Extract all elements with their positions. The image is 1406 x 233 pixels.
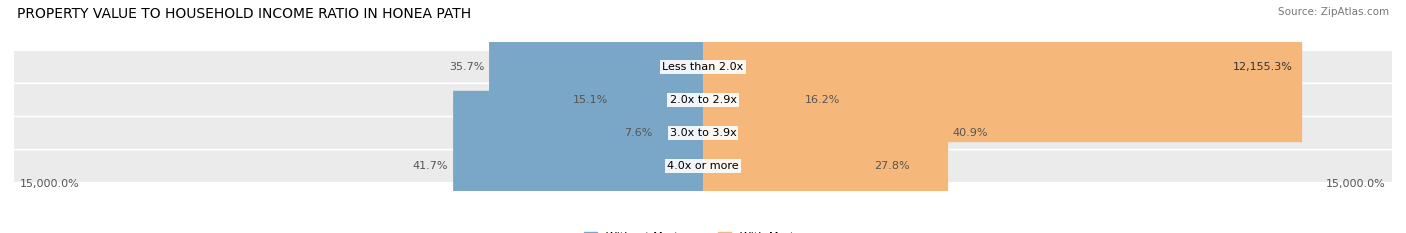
- Text: 4.0x or more: 4.0x or more: [668, 161, 738, 171]
- FancyBboxPatch shape: [703, 91, 870, 233]
- Text: 35.7%: 35.7%: [449, 62, 484, 72]
- FancyBboxPatch shape: [658, 58, 703, 209]
- Text: 15,000.0%: 15,000.0%: [20, 179, 80, 189]
- Legend: Without Mortgage, With Mortgage: Without Mortgage, With Mortgage: [583, 232, 823, 233]
- FancyBboxPatch shape: [14, 84, 1392, 116]
- Text: 27.8%: 27.8%: [875, 161, 910, 171]
- FancyBboxPatch shape: [453, 91, 703, 233]
- FancyBboxPatch shape: [14, 51, 1392, 82]
- Text: PROPERTY VALUE TO HOUSEHOLD INCOME RATIO IN HONEA PATH: PROPERTY VALUE TO HOUSEHOLD INCOME RATIO…: [17, 7, 471, 21]
- FancyBboxPatch shape: [703, 24, 800, 175]
- Text: 2.0x to 2.9x: 2.0x to 2.9x: [669, 95, 737, 105]
- FancyBboxPatch shape: [703, 0, 1302, 142]
- Text: 16.2%: 16.2%: [804, 95, 841, 105]
- FancyBboxPatch shape: [703, 58, 948, 209]
- Text: Less than 2.0x: Less than 2.0x: [662, 62, 744, 72]
- Text: Source: ZipAtlas.com: Source: ZipAtlas.com: [1278, 7, 1389, 17]
- FancyBboxPatch shape: [489, 0, 703, 142]
- FancyBboxPatch shape: [613, 24, 703, 175]
- FancyBboxPatch shape: [14, 151, 1392, 182]
- Text: 15.1%: 15.1%: [572, 95, 607, 105]
- Text: 40.9%: 40.9%: [953, 128, 988, 138]
- Text: 41.7%: 41.7%: [413, 161, 449, 171]
- Text: 15,000.0%: 15,000.0%: [1326, 179, 1386, 189]
- Text: 3.0x to 3.9x: 3.0x to 3.9x: [669, 128, 737, 138]
- FancyBboxPatch shape: [14, 117, 1392, 149]
- Text: 7.6%: 7.6%: [624, 128, 652, 138]
- Text: 12,155.3%: 12,155.3%: [1233, 62, 1294, 72]
